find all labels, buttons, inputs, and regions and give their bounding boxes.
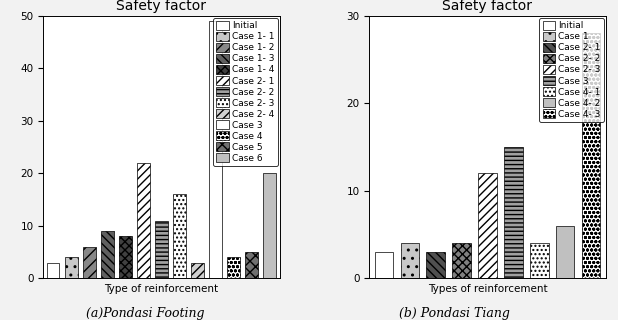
Bar bbox=[478, 173, 497, 278]
Title: Safety factor: Safety factor bbox=[116, 0, 206, 13]
Bar bbox=[426, 252, 444, 278]
Bar bbox=[191, 263, 204, 278]
Bar bbox=[400, 244, 418, 278]
Bar bbox=[556, 226, 575, 278]
Bar bbox=[263, 173, 276, 278]
Bar bbox=[65, 257, 77, 278]
Bar bbox=[582, 34, 601, 278]
Bar bbox=[137, 163, 150, 278]
Title: Safety factor: Safety factor bbox=[442, 0, 533, 13]
Bar bbox=[210, 21, 222, 278]
Bar bbox=[83, 247, 96, 278]
Bar bbox=[504, 147, 523, 278]
Bar bbox=[119, 236, 132, 278]
X-axis label: Types of reinforcement: Types of reinforcement bbox=[428, 284, 548, 294]
Bar bbox=[173, 195, 186, 278]
Bar bbox=[47, 263, 59, 278]
Bar bbox=[245, 252, 258, 278]
Bar bbox=[452, 244, 471, 278]
Bar bbox=[375, 252, 392, 278]
X-axis label: Type of reinforcement: Type of reinforcement bbox=[104, 284, 219, 294]
Legend: Initial, Case 1, Case 2- 1, Case 2- 2, Case 2- 3, Case 3, Case 4- 1, Case 4- 2, : Initial, Case 1, Case 2- 1, Case 2- 2, C… bbox=[540, 18, 604, 122]
Bar bbox=[101, 231, 114, 278]
Bar bbox=[155, 221, 167, 278]
Bar bbox=[227, 257, 240, 278]
Bar bbox=[530, 244, 549, 278]
Legend: Initial, Case 1- 1, Case 1- 2, Case 1- 3, Case 1- 4, Case 2- 1, Case 2- 2, Case : Initial, Case 1- 1, Case 1- 2, Case 1- 3… bbox=[213, 18, 277, 166]
Text: (a)Pondasi Footing: (a)Pondasi Footing bbox=[86, 307, 205, 320]
Text: (b) Pondasi Tiang: (b) Pondasi Tiang bbox=[399, 307, 510, 320]
